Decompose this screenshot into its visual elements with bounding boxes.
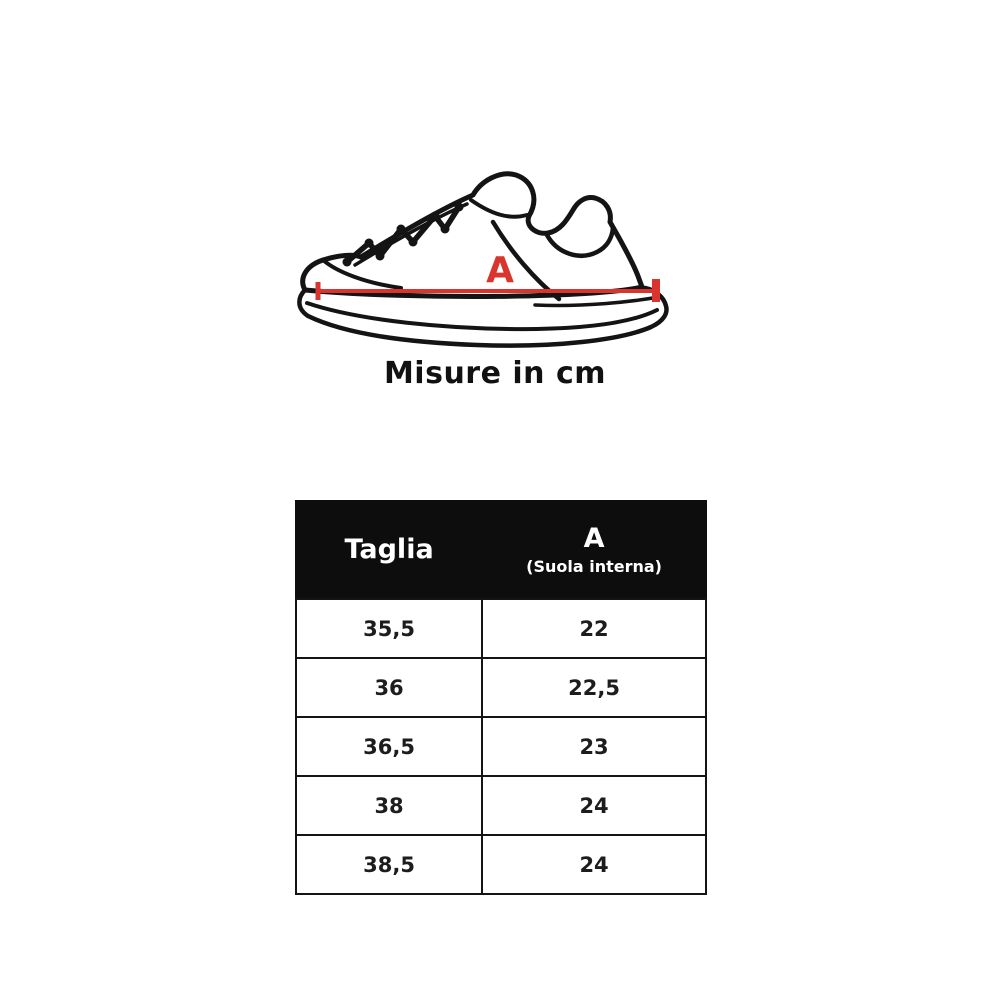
measure-cell: 24 bbox=[481, 775, 707, 836]
table-row: 35,5 22 bbox=[294, 598, 707, 659]
midsole-line bbox=[305, 301, 659, 332]
table-row: 38,5 24 bbox=[294, 834, 707, 895]
header-cell-a: A (Suola interna) bbox=[481, 500, 707, 600]
measure-cell: 22 bbox=[481, 598, 707, 659]
size-cell: 38,5 bbox=[294, 834, 484, 895]
sole-outline bbox=[297, 285, 669, 348]
table-header-row: Taglia A (Suola interna) bbox=[294, 500, 707, 600]
toe-cap-line bbox=[321, 258, 403, 290]
heel-seam-line bbox=[533, 295, 661, 308]
measure-cell: 23 bbox=[481, 716, 707, 777]
table-row: 36,5 23 bbox=[294, 716, 707, 777]
measure-cell: 24 bbox=[481, 834, 707, 895]
table-row: 38 24 bbox=[294, 775, 707, 836]
measurement-label: A bbox=[486, 250, 514, 291]
heel-panel-line bbox=[544, 225, 616, 258]
sneaker-illustration: A bbox=[297, 171, 669, 348]
header-cell-taglia: Taglia bbox=[294, 500, 484, 600]
size-table: Taglia A (Suola interna) 35,5 22 36 22,5… bbox=[294, 500, 707, 895]
header-taglia-label: Taglia bbox=[344, 534, 434, 566]
size-cell: 36,5 bbox=[294, 716, 484, 777]
size-cell: 38 bbox=[294, 775, 484, 836]
diagram-caption: Misure in cm bbox=[383, 356, 607, 391]
measurement-line-a bbox=[315, 279, 660, 302]
shoe-diagram: A bbox=[295, 158, 695, 358]
header-a-title: A bbox=[583, 522, 605, 554]
table-row: 36 22,5 bbox=[294, 657, 707, 718]
lace-eyelets bbox=[342, 202, 464, 267]
size-cell: 35,5 bbox=[294, 598, 484, 659]
size-cell: 36 bbox=[294, 657, 484, 718]
collar-inner-line bbox=[469, 198, 529, 219]
measure-cell: 22,5 bbox=[481, 657, 707, 718]
header-a-subtitle: (Suola interna) bbox=[526, 557, 662, 577]
